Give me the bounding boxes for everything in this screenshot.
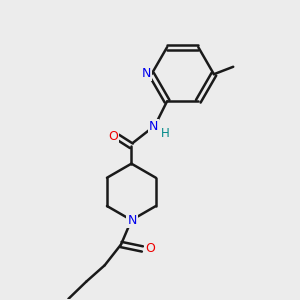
Text: N: N xyxy=(127,214,137,226)
Text: N: N xyxy=(141,67,151,80)
Text: H: H xyxy=(160,127,169,140)
Text: O: O xyxy=(108,130,118,143)
Text: O: O xyxy=(145,242,155,256)
Text: N: N xyxy=(149,120,158,133)
